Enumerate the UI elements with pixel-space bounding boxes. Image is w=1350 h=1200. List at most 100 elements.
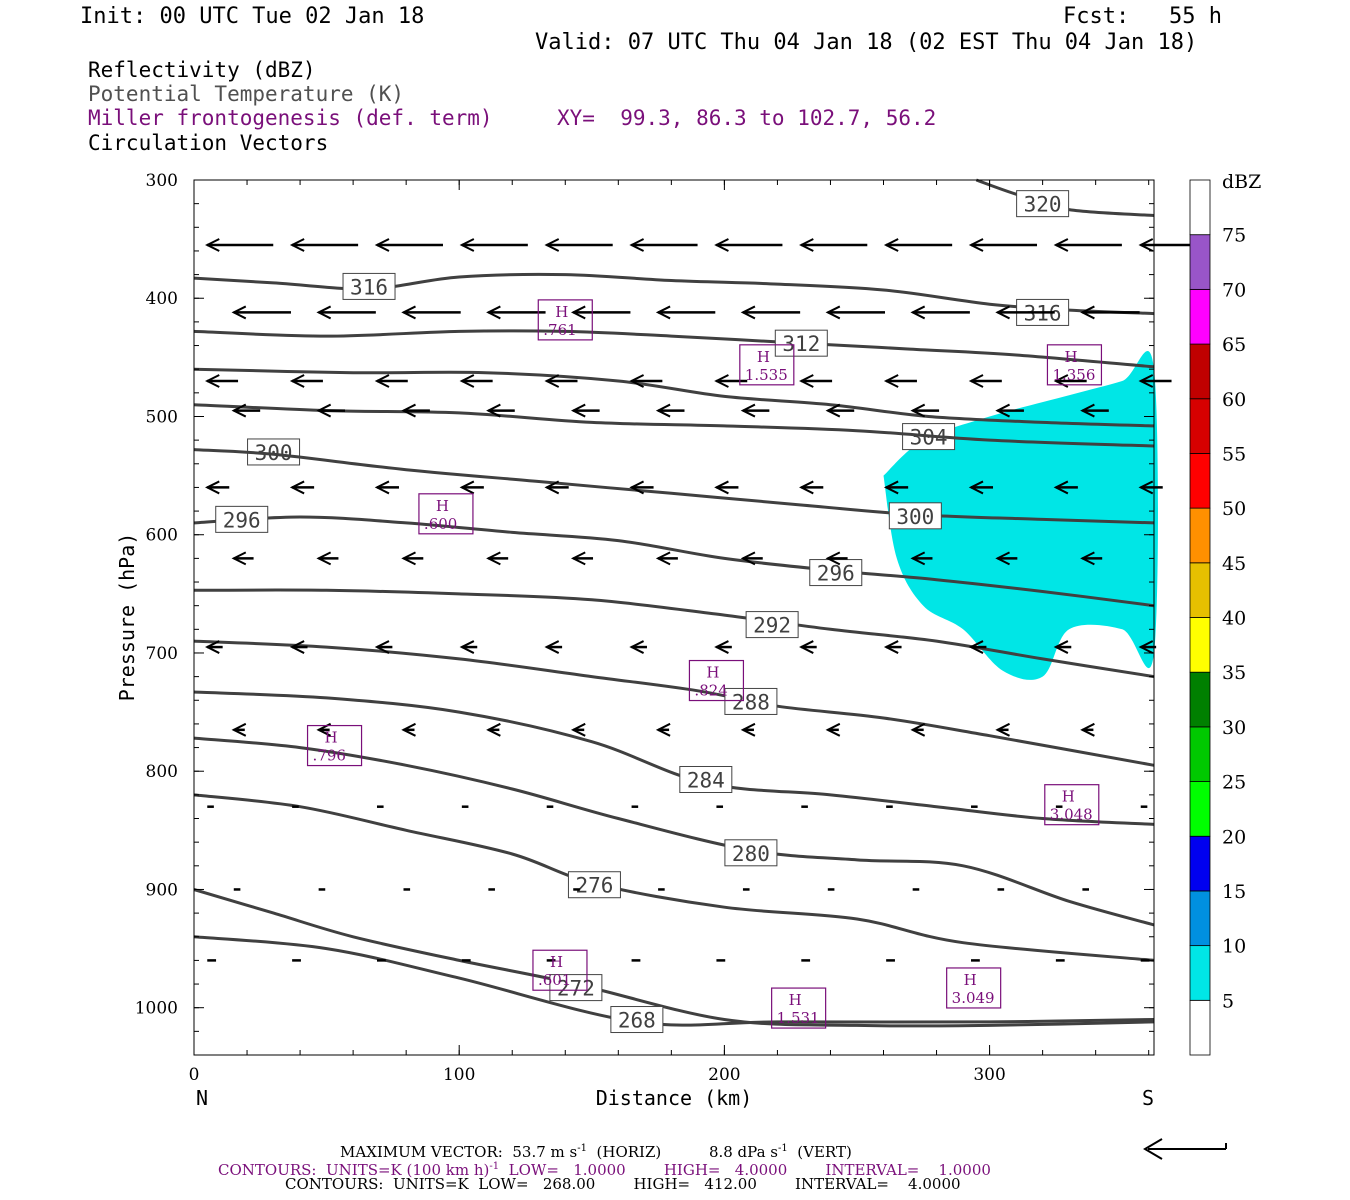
max-vector-sup: -1 [577,1143,587,1154]
circulation-vector [289,238,359,252]
theta-label-box [724,687,778,715]
vector-head [968,480,984,495]
vector-head [740,305,756,320]
colorbar-label: 20 [1222,826,1246,848]
circulation-vector [459,480,484,495]
circulation-vector [316,551,339,566]
colorbar-segment [1189,945,1211,1001]
vector-head [486,403,501,418]
frontogenesis-high: H.600 [418,493,474,535]
circulation-vector [995,305,1055,320]
vector-head [740,722,756,737]
theta-contour-label: 300 [888,502,942,530]
circulation-vector [629,238,698,252]
contours-miller-b: LOW= 1.0000 HIGH= 4.0000 INTERVAL= 1.000… [499,1161,991,1179]
circulation-vector [316,305,376,320]
high-letter: H [757,348,770,366]
vector-head [799,374,814,388]
circulation-vector [459,640,478,654]
circulation-vector [205,238,274,252]
high-box [306,724,363,767]
high-value: 1.535 [745,366,788,384]
vector-head [1053,480,1069,495]
legend-circulation: Circulation Vectors [88,131,329,155]
frontogenesis-high: H.601 [532,949,588,991]
theta-contour [193,272,1155,316]
forecast-hour: Fcst: 55 h [1063,4,1222,29]
circulation-vector [486,403,515,418]
vector-head [825,722,841,737]
footer-contours-theta: CONTOURS: UNITS=K LOW= 268.00 HIGH= 412.… [285,1175,961,1193]
frontogenesis-high: H1.535 [739,344,795,386]
circulation-vector [231,722,247,737]
high-value: .600 [424,515,457,533]
circulation-vector [374,238,443,252]
circulation-vector [883,640,902,654]
y-tick-label: 1000 [135,999,178,1019]
theta-contour-label: 312 [774,329,828,357]
max-vector-vert: 8.8 dPa s [708,1143,778,1161]
circulation-vector [714,480,739,495]
vector-head [459,374,475,388]
circulation-vector [374,374,408,388]
circulation-vector [486,722,501,737]
high-letter: H [964,971,977,989]
theta-contour-label: 268 [610,1006,664,1034]
vector-head [316,403,332,418]
vector-head [995,305,1010,320]
max-vector-vert-sup: -1 [778,1143,788,1154]
frontogenesis-high: H.761 [537,299,593,341]
colorbar-label: 65 [1222,334,1246,356]
circulation-vector [799,640,817,654]
y-tick-label: 600 [146,526,178,546]
footer-max-vector: MAXIMUM VECTOR: 53.7 m s-1 (HORIZ) 8.8 d… [340,1140,852,1161]
vector-head [231,551,247,566]
theta-label-text: 292 [753,614,791,638]
high-box [771,987,827,1029]
high-letter: H [706,664,719,682]
circulation-vector [655,305,716,320]
circulation-vector [1080,722,1095,737]
high-value: .601 [538,971,571,989]
circulation-vector [995,403,1024,418]
frontogenesis-high: H3.048 [1044,784,1100,826]
vector-head [1138,238,1154,252]
theta-label-text: 296 [817,562,855,586]
vector-head [570,551,586,566]
colorbar-label: 40 [1222,608,1246,630]
high-value: .824 [694,682,727,700]
max-vector-end: (VERT) [787,1143,852,1161]
colorbar-segment [1189,288,1211,345]
vector-head [205,238,220,252]
circulation-vector [910,305,970,320]
vector-head [544,640,560,654]
circulation-vector [570,722,586,737]
circulation-vector [825,551,848,566]
theta-label-box [549,974,603,1002]
x-axis-label: Distance (km) [596,1086,753,1110]
high-letter: H [789,991,802,1009]
circulation-vector [401,403,430,418]
vector-head [401,305,416,320]
high-letter: H [550,953,563,971]
circulation-vector [968,374,1002,388]
high-value: 1.531 [777,1009,820,1027]
colorbar-segment [1189,781,1211,837]
circulation-vector [799,480,824,495]
theta-label-box [567,871,621,899]
colorbar-segment [1189,507,1211,564]
vector-head [883,374,899,388]
circulation-vector [910,551,933,566]
vector-head [401,722,416,737]
vector-head [486,722,501,737]
circulation-vector [1080,551,1103,566]
circulation-vector [655,551,678,566]
circulation-vector [629,640,647,654]
circulation-vector [459,238,528,252]
circulation-vector [825,722,841,737]
circulation-vector [401,551,424,566]
axis-layer: 300 400 500 600 700 800 900 1000 0 100 200 300 [135,171,1154,1085]
circulation-vector [289,480,315,495]
circulation-vector [968,640,987,654]
colorbar-layer: 5 10 15 20 25 30 35 40 45 50 55 60 65 70 75 dBZ [1189,171,1261,1056]
